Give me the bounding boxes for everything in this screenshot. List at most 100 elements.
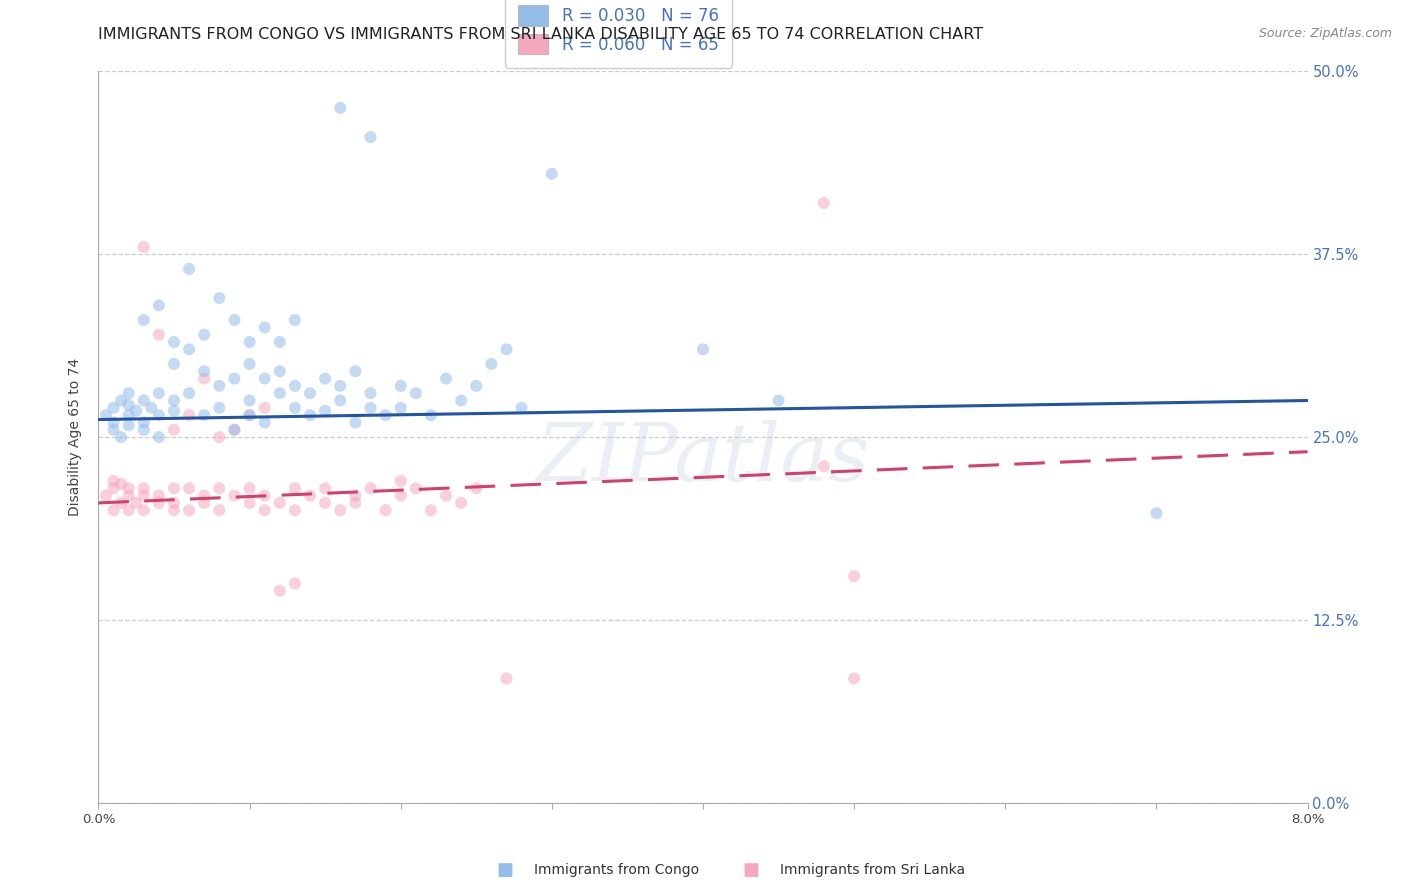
Point <box>208 430 231 444</box>
Point <box>125 496 148 510</box>
Point <box>465 481 488 495</box>
Point <box>253 416 276 430</box>
Point <box>389 474 412 488</box>
Point <box>269 583 291 598</box>
Point <box>299 489 322 503</box>
Point <box>360 386 382 401</box>
Point <box>314 371 336 385</box>
Point <box>163 403 186 417</box>
Point <box>148 327 170 342</box>
Point <box>239 393 262 408</box>
Point <box>110 476 132 491</box>
Point <box>284 576 307 591</box>
Point <box>118 418 141 433</box>
Point <box>118 398 141 412</box>
Point <box>118 386 141 401</box>
Point <box>163 423 186 437</box>
Point <box>284 313 307 327</box>
Point <box>103 416 125 430</box>
Point <box>224 423 246 437</box>
Point <box>253 320 276 334</box>
Point <box>208 379 231 393</box>
Point <box>434 371 457 385</box>
Point <box>360 130 382 145</box>
Point <box>420 503 443 517</box>
Point <box>125 403 148 417</box>
Text: Immigrants from Congo: Immigrants from Congo <box>534 863 699 877</box>
Point <box>253 401 276 415</box>
Point <box>239 408 262 422</box>
Point <box>94 489 117 503</box>
Point <box>239 334 262 349</box>
Text: ■: ■ <box>742 861 759 879</box>
Point <box>360 481 382 495</box>
Point <box>813 196 835 211</box>
Point <box>179 343 201 357</box>
Point <box>253 489 276 503</box>
Point <box>94 408 117 422</box>
Point <box>110 430 132 444</box>
Point <box>314 496 336 510</box>
Point <box>103 474 125 488</box>
Point <box>148 298 170 312</box>
Point <box>103 423 125 437</box>
Point <box>148 386 170 401</box>
Point <box>141 401 163 415</box>
Point <box>118 481 141 495</box>
Point <box>768 393 790 408</box>
Point <box>844 569 866 583</box>
Point <box>148 408 170 422</box>
Point <box>132 503 155 517</box>
Point <box>284 481 307 495</box>
Point <box>329 393 352 408</box>
Point <box>329 379 352 393</box>
Point <box>132 481 155 495</box>
Point <box>163 334 186 349</box>
Point <box>269 364 291 378</box>
Point <box>360 401 382 415</box>
Point <box>193 327 215 342</box>
Point <box>110 393 132 408</box>
Point <box>374 503 396 517</box>
Point <box>163 357 186 371</box>
Point <box>269 386 291 401</box>
Text: ZIPatlas: ZIPatlas <box>536 420 870 498</box>
Point <box>103 503 125 517</box>
Point <box>179 481 201 495</box>
Point <box>389 401 412 415</box>
Point <box>132 416 155 430</box>
Point <box>1146 506 1168 520</box>
Point <box>344 364 367 378</box>
Point <box>434 489 457 503</box>
Legend: R = 0.030   N = 76, R = 0.060   N = 65: R = 0.030 N = 76, R = 0.060 N = 65 <box>505 0 733 68</box>
Point <box>481 357 503 371</box>
Point <box>844 672 866 686</box>
Point <box>163 481 186 495</box>
Point <box>163 496 186 510</box>
Point <box>224 313 246 327</box>
Point <box>495 672 517 686</box>
Point <box>405 481 427 495</box>
Point <box>465 379 488 393</box>
Point <box>450 393 472 408</box>
Point <box>389 489 412 503</box>
Point <box>239 357 262 371</box>
Point <box>103 401 125 415</box>
Point <box>239 496 262 510</box>
Point <box>224 489 246 503</box>
Point <box>495 343 517 357</box>
Point <box>179 408 201 422</box>
Point <box>179 261 201 276</box>
Point <box>269 334 291 349</box>
Point <box>420 408 443 422</box>
Point <box>224 423 246 437</box>
Point <box>148 430 170 444</box>
Point <box>329 503 352 517</box>
Point <box>239 481 262 495</box>
Point <box>132 393 155 408</box>
Point <box>510 401 533 415</box>
Point <box>118 408 141 422</box>
Text: ■: ■ <box>496 861 513 879</box>
Point <box>132 240 155 254</box>
Point <box>118 489 141 503</box>
